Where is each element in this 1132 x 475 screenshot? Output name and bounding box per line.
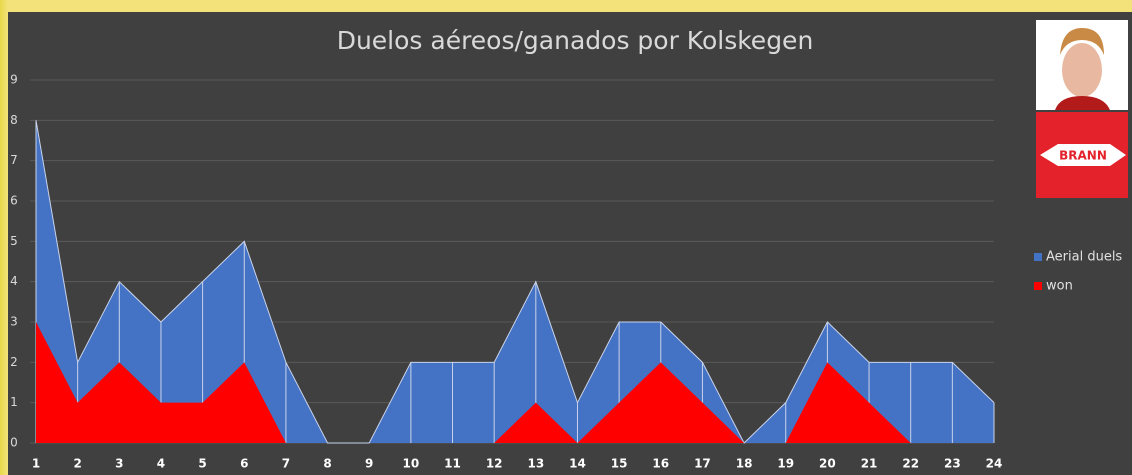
player-photo (1036, 20, 1128, 110)
x-tick-label: 19 (777, 457, 794, 471)
y-tick-label: 9 (10, 73, 18, 87)
x-tick-label: 1 (32, 457, 40, 471)
face (1062, 43, 1102, 97)
legend: Aerial duels won (1034, 250, 1122, 294)
x-tick-label: 2 (73, 457, 81, 471)
x-tick-label: 10 (403, 457, 420, 471)
y-tick-label: 7 (10, 153, 18, 167)
legend-swatch (1034, 253, 1042, 261)
x-tick-label: 12 (486, 457, 503, 471)
x-tick-label: 7 (282, 457, 290, 471)
x-tick-label: 5 (198, 457, 206, 471)
y-tick-label: 8 (10, 113, 18, 127)
x-tick-label: 8 (323, 457, 331, 471)
y-tick-label: 2 (10, 355, 18, 369)
x-tick-label: 14 (569, 457, 586, 471)
x-tick-label: 6 (240, 457, 248, 471)
x-tick-label: 24 (986, 457, 1003, 471)
x-tick-label: 18 (736, 457, 753, 471)
x-tick-label: 21 (861, 457, 878, 471)
x-tick-label: 4 (157, 457, 165, 471)
legend-label: Aerial duels (1046, 250, 1122, 265)
legend-swatch (1034, 282, 1042, 290)
y-tick-label: 6 (10, 194, 18, 208)
x-tick-label: 15 (611, 457, 628, 471)
y-tick-label: 5 (10, 234, 18, 248)
y-tick-label: 4 (10, 274, 18, 288)
area-series (36, 120, 994, 443)
chart-title: Duelos aéreos/ganados por Kolskegen (337, 26, 814, 55)
club-logo: BRANN (1036, 112, 1128, 198)
area-outline (35, 120, 995, 444)
logo-badge (1040, 144, 1126, 166)
x-tick-label: 17 (694, 457, 711, 471)
x-tick-label: 20 (819, 457, 836, 471)
area-series (36, 322, 994, 443)
hair (1060, 28, 1104, 55)
x-tick-label: 11 (444, 457, 461, 471)
y-tick-label: 3 (10, 315, 18, 329)
plot-area (35, 120, 995, 444)
logo-text: BRANN (1059, 149, 1107, 163)
y-tick-label: 0 (10, 436, 18, 450)
y-tick-label: 1 (10, 395, 18, 409)
x-tick-label: 13 (527, 457, 544, 471)
x-tick-label: 3 (115, 457, 123, 471)
x-tick-label: 9 (365, 457, 373, 471)
x-tick-label: 22 (902, 457, 919, 471)
x-tick-label: 16 (652, 457, 669, 471)
shirt (1055, 96, 1110, 110)
legend-label: won (1046, 279, 1073, 294)
x-tick-label: 23 (944, 457, 961, 471)
